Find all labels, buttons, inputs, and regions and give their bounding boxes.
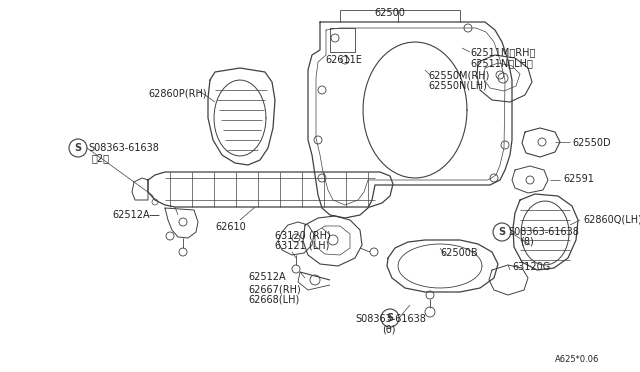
Text: 63121 (LH): 63121 (LH) — [275, 241, 330, 251]
Text: 62591: 62591 — [563, 174, 594, 184]
Text: S: S — [499, 227, 506, 237]
Text: S08363-61638: S08363-61638 — [88, 143, 159, 153]
Text: 62667(RH): 62667(RH) — [248, 285, 301, 295]
Text: 62550N(LH): 62550N(LH) — [428, 80, 487, 90]
Text: 62512A: 62512A — [248, 272, 285, 282]
Text: (8): (8) — [520, 237, 534, 247]
Text: 62860Q(LH): 62860Q(LH) — [583, 215, 640, 225]
Text: 62500: 62500 — [374, 8, 405, 18]
Text: 62550M(RH): 62550M(RH) — [428, 70, 490, 80]
Text: S08363-61638: S08363-61638 — [508, 227, 579, 237]
Text: S: S — [74, 143, 81, 153]
Text: 62512A―: 62512A― — [112, 210, 159, 220]
Text: S: S — [387, 313, 394, 323]
Text: 63120G: 63120G — [512, 262, 550, 272]
Text: 62860P(RH): 62860P(RH) — [148, 88, 207, 98]
Text: 62610: 62610 — [215, 222, 246, 232]
Text: ㈨2㈩: ㈨2㈩ — [92, 153, 110, 163]
Text: 63120 (RH): 63120 (RH) — [275, 230, 331, 240]
Text: (θ): (θ) — [382, 324, 396, 334]
Text: 62511N〈LH〉: 62511N〈LH〉 — [470, 58, 533, 68]
Text: S08363-61638: S08363-61638 — [355, 314, 426, 324]
Text: 62500B: 62500B — [440, 248, 477, 258]
Text: 62550D: 62550D — [572, 138, 611, 148]
Text: 62511M〈RH〉: 62511M〈RH〉 — [470, 47, 536, 57]
Text: 62668(LH): 62668(LH) — [248, 295, 300, 305]
Text: 62611E: 62611E — [325, 55, 362, 65]
Text: A625*0.06: A625*0.06 — [555, 355, 600, 364]
